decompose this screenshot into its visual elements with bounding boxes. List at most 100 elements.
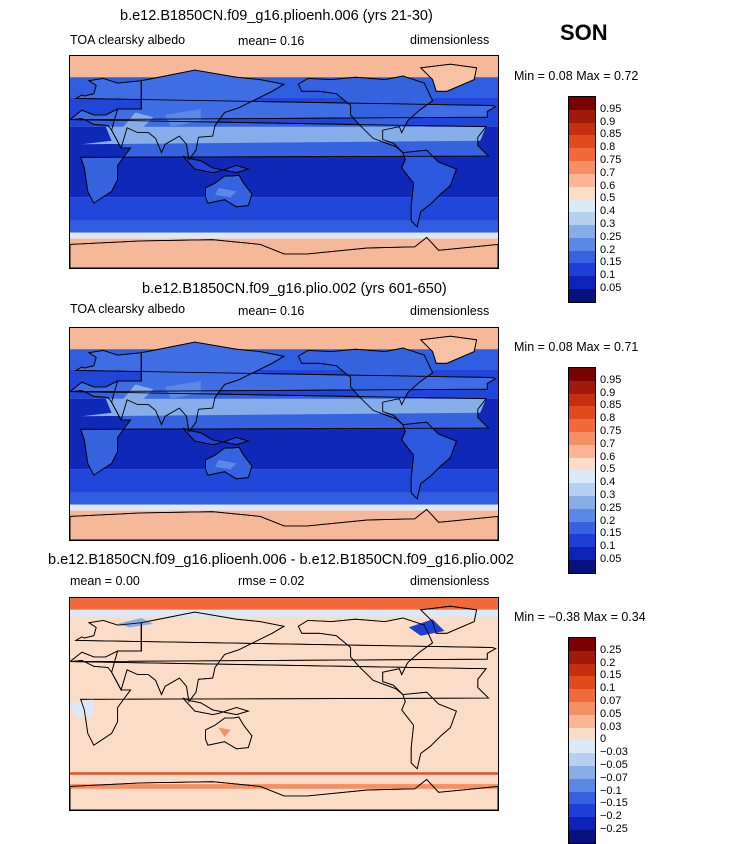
panel2-map	[69, 327, 499, 541]
colorbar-tick-label: −0.1	[600, 784, 622, 797]
colorbar-tick-label: 0.2	[600, 656, 616, 669]
colorbar-tick-label: −0.25	[600, 823, 628, 835]
colorbar-swatch	[569, 638, 595, 651]
colorbar-tick-label: −0.15	[600, 797, 628, 810]
colorbar-swatch	[569, 663, 595, 677]
colorbar-swatch	[569, 753, 595, 766]
colorbar-tick-label: 0.15	[600, 527, 622, 540]
panel1-mean-label: mean= 0.16	[238, 34, 305, 48]
panel3-map	[69, 597, 499, 811]
colorbar-swatch	[569, 534, 595, 548]
panel2-units-label: dimensionless	[410, 304, 490, 318]
colorbar-swatch	[569, 148, 595, 161]
colorbar-tick-label: 0.25	[600, 501, 622, 514]
panel1-variable-label: TOA clearsky albedo	[70, 33, 186, 47]
colorbar-tick-label: −0.07	[600, 771, 628, 784]
colorbar-swatch	[569, 380, 595, 394]
colorbar-swatch	[569, 431, 595, 445]
colorbar-tick-label: −0.05	[600, 759, 628, 771]
panel3-colorbar	[568, 637, 596, 844]
colorbar-swatch	[569, 135, 595, 149]
colorbar-swatch	[569, 224, 595, 238]
colorbar-tick-label: 0.4	[600, 205, 616, 218]
colorbar-swatch	[569, 263, 595, 277]
colorbar-swatch	[569, 727, 595, 741]
colorbar-tick-label: 0.15	[600, 669, 622, 682]
colorbar-tick-label: 0.25	[600, 230, 622, 243]
colorbar-tick-label: 0.6	[600, 179, 616, 192]
colorbar-swatch	[569, 97, 595, 110]
panel1-units-label: dimensionless	[410, 33, 490, 47]
colorbar-swatch	[569, 689, 595, 702]
colorbar-swatch	[569, 829, 595, 843]
colorbar-swatch	[569, 109, 595, 123]
colorbar-tick-label: 0.07	[600, 695, 622, 707]
colorbar-swatch	[569, 160, 595, 174]
colorbar-tick-label: −0.03	[600, 746, 628, 759]
colorbar-swatch	[569, 444, 595, 458]
colorbar-swatch	[569, 650, 595, 664]
colorbar-tick-label: 0.05	[600, 282, 622, 294]
season-label: SON	[560, 20, 608, 45]
colorbar-tick-label: 0.95	[600, 373, 622, 386]
panel1-map	[69, 55, 499, 269]
map-field	[70, 598, 498, 810]
colorbar-swatch	[569, 212, 595, 225]
colorbar-swatch	[569, 714, 595, 728]
colorbar-tick-label: 0	[600, 733, 607, 746]
colorbar-swatch	[569, 547, 595, 560]
colorbar-swatch	[569, 521, 595, 535]
panel2-colorbar	[568, 367, 596, 574]
colorbar-tick-label: 0.03	[600, 720, 622, 733]
colorbar-tick-label: 0.1	[600, 269, 616, 282]
colorbar-tick-label: 0.05	[600, 553, 622, 565]
colorbar-tick-label: 0.85	[600, 128, 622, 141]
colorbar-swatch	[569, 740, 595, 754]
colorbar-swatch	[569, 173, 595, 187]
colorbar-tick-label: 0.75	[600, 154, 622, 166]
colorbar-tick-label: 0.5	[600, 192, 616, 205]
colorbar-tick-label: 0.6	[600, 450, 616, 463]
colorbar-tick-label: 0.05	[600, 707, 622, 720]
colorbar-tick-label: −0.2	[600, 810, 622, 823]
colorbar-swatch	[569, 186, 595, 200]
map-field	[70, 328, 498, 540]
colorbar-swatch	[569, 778, 595, 792]
colorbar-tick-label: 0.2	[600, 243, 616, 256]
panel3-rmse-label: rmse = 0.02	[238, 574, 305, 588]
colorbar-tick-label: 0.3	[600, 489, 616, 501]
panel2-variable-label: TOA clearsky albedo	[70, 302, 186, 316]
colorbar-swatch	[569, 701, 595, 715]
colorbar-swatch	[569, 122, 595, 136]
colorbar-swatch	[569, 406, 595, 420]
colorbar-tick-label: 0.1	[600, 682, 616, 695]
panel2-minmax: Min = 0.08 Max = 0.71	[514, 340, 639, 354]
colorbar-tick-label: 0.25	[600, 643, 622, 656]
colorbar-tick-label: 0.85	[600, 399, 622, 412]
colorbar-tick-label: 0.95	[600, 102, 622, 115]
colorbar-swatch	[569, 237, 595, 251]
colorbar-swatch	[569, 817, 595, 830]
panel1-colorbar	[568, 96, 596, 303]
colorbar-swatch	[569, 495, 595, 509]
colorbar-swatch	[569, 457, 595, 471]
colorbar-swatch	[569, 199, 595, 213]
colorbar-tick-label: 0.75	[600, 425, 622, 437]
colorbar-tick-label: 0.9	[600, 386, 616, 399]
colorbar-swatch	[569, 368, 595, 381]
colorbar-tick-label: 0.8	[600, 141, 616, 154]
colorbar-swatch	[569, 804, 595, 818]
colorbar-tick-label: 0.15	[600, 256, 622, 269]
colorbar-swatch	[569, 508, 595, 522]
colorbar-swatch	[569, 393, 595, 407]
colorbar-swatch	[569, 250, 595, 264]
panel3-title: b.e12.B1850CN.f09_g16.plioenh.006 - b.e1…	[48, 552, 514, 568]
colorbar-swatch	[569, 276, 595, 289]
colorbar-tick-label: 0.7	[600, 166, 616, 179]
colorbar-swatch	[569, 765, 595, 779]
colorbar-tick-label: 0.7	[600, 437, 616, 450]
colorbar-tick-label: 0.5	[600, 463, 616, 476]
colorbar-tick-label: 0.1	[600, 540, 616, 553]
colorbar-swatch	[569, 288, 595, 302]
colorbar-tick-label: 0.2	[600, 514, 616, 527]
